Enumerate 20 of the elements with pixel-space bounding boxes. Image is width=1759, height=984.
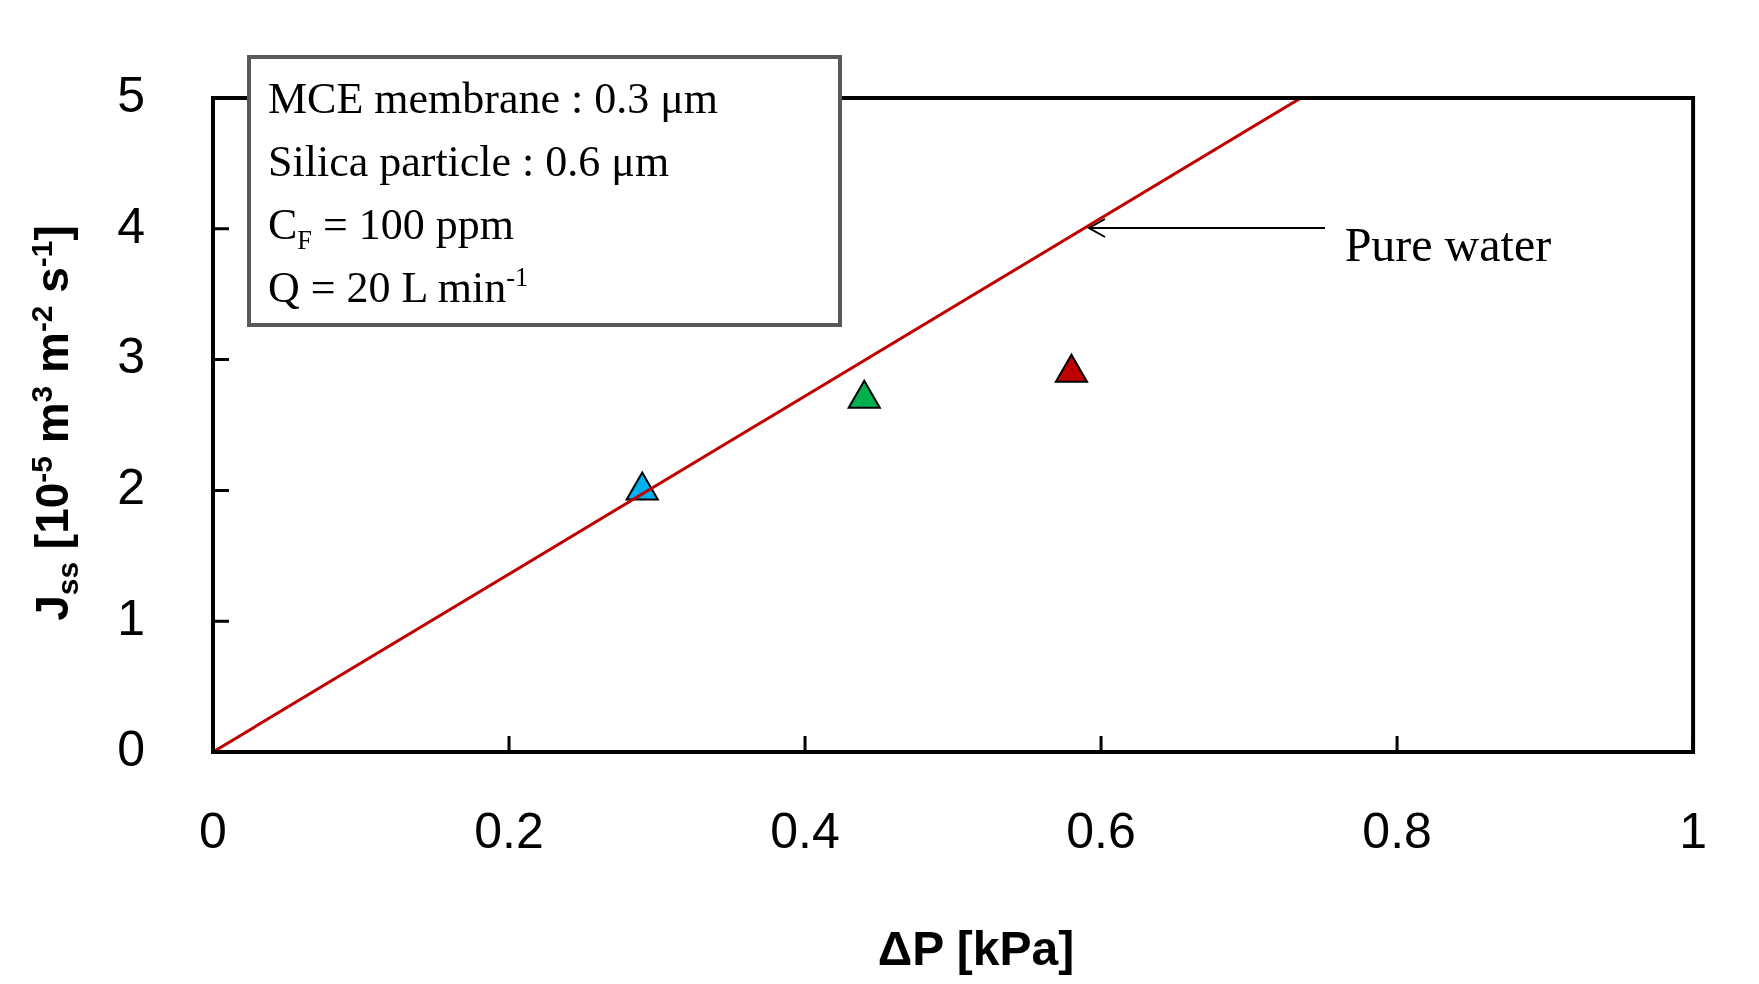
x-tick-label: 0.6 — [1066, 802, 1136, 859]
y-tick-label: 0 — [117, 720, 145, 777]
x-tick-label: 0.2 — [474, 802, 544, 859]
point — [1054, 353, 1089, 383]
point — [847, 379, 881, 409]
y-tick-label: 4 — [117, 197, 145, 254]
x-axis-title: ΔP [kPa] — [877, 920, 1075, 976]
text: Pure water — [1344, 217, 1552, 271]
x-tick-label: 0 — [199, 802, 227, 859]
x-tick-label: 1 — [1679, 802, 1707, 859]
y-tick-label: 1 — [117, 589, 145, 646]
annotation: Q = 20 L min$^{-1}$ — [268, 261, 530, 314]
annotation: Silica particle : 0.6 μm — [268, 136, 671, 188]
x-tick-label: 0.4 — [770, 802, 840, 859]
y-tick-label: 3 — [117, 328, 145, 385]
annotation: C$_{F}$ = 100 ppm — [268, 199, 516, 256]
annotation: MCE membrane : 0.3 μm — [268, 73, 720, 125]
x-tick-label: 0.8 — [1362, 802, 1432, 859]
y-tick-label: 2 — [117, 459, 145, 516]
y-tick-label: 5 — [117, 66, 145, 123]
